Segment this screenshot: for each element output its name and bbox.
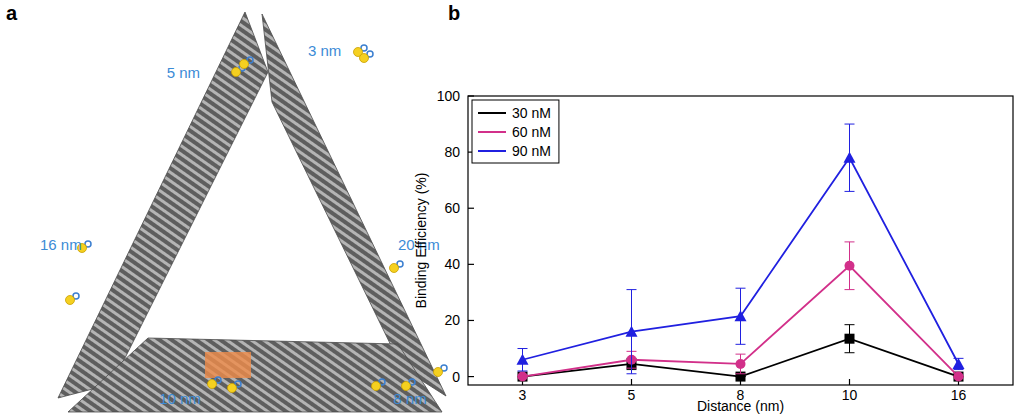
error-bar — [845, 242, 855, 290]
y-axis-title: Binding Efficiency (%) — [413, 173, 429, 309]
binding-site — [205, 352, 251, 378]
data-point — [735, 310, 747, 321]
legend-box — [472, 100, 559, 163]
series-line — [523, 266, 959, 377]
y-tick-label: 80 — [444, 144, 460, 160]
origami-band — [68, 338, 442, 412]
legend-label: 90 nM — [512, 143, 551, 159]
error-bar — [518, 349, 528, 371]
gold-particle — [372, 382, 381, 391]
y-tick — [468, 95, 474, 96]
error-cap — [736, 344, 746, 345]
error-cap — [518, 348, 528, 349]
error-bar — [845, 124, 855, 191]
legend-swatch — [478, 112, 506, 114]
x-axis-title: Distance (nm) — [697, 398, 784, 414]
y-tick-label: 40 — [444, 256, 460, 272]
error-bar — [736, 354, 746, 374]
error-cap — [736, 354, 746, 355]
data-point — [736, 359, 746, 369]
data-point — [518, 372, 528, 382]
gold-particle — [390, 264, 399, 273]
gold-particle — [240, 60, 249, 69]
error-cap — [736, 288, 746, 289]
plot-area — [517, 124, 965, 382]
error-cap — [627, 289, 637, 290]
legend-label: 30 nM — [512, 105, 551, 121]
y-tick — [468, 376, 474, 377]
error-cap — [518, 370, 528, 371]
y-tick-label: 60 — [444, 200, 460, 216]
x-tick-label: 16 — [951, 387, 967, 403]
y-tick — [468, 264, 474, 265]
y-tick-label: 100 — [437, 88, 461, 104]
distance-label: 10 nm — [159, 390, 201, 407]
gold-particle — [66, 296, 75, 305]
gold-particle — [228, 384, 237, 393]
error-bar — [845, 325, 855, 353]
y-tick-label: 20 — [444, 312, 460, 328]
gold-particle — [434, 368, 443, 377]
data-point — [845, 334, 855, 344]
y-tick — [468, 320, 474, 321]
series-line — [523, 158, 959, 364]
error-cap — [954, 369, 964, 370]
error-cap — [845, 352, 855, 353]
error-cap — [736, 373, 746, 374]
error-cap — [627, 373, 637, 374]
error-cap — [845, 241, 855, 242]
data-point — [517, 354, 529, 365]
legend-label: 60 nM — [512, 124, 551, 140]
data-point — [845, 261, 855, 271]
gold-particle — [232, 68, 241, 77]
error-cap — [845, 124, 855, 125]
error-bar — [954, 358, 964, 369]
distance-label: 3 nm — [308, 42, 341, 59]
legend: 30 nM 60 nM 90 nM — [478, 105, 551, 159]
origami-triangle: 5 nm3 nm16 nm20 nm10 nm8 nm — [40, 12, 447, 412]
gold-particle — [208, 380, 217, 389]
origami-band — [262, 14, 446, 396]
data-point — [518, 372, 528, 382]
y-tick — [468, 208, 474, 209]
distance-label: 8 nm — [393, 390, 426, 407]
panel-letter: a — [6, 2, 18, 24]
distance-label: 5 nm — [167, 64, 200, 81]
x-tick-label: 3 — [519, 387, 527, 403]
x-tick — [631, 379, 632, 385]
series-line — [523, 339, 959, 377]
data-point — [954, 372, 964, 382]
legend-swatch — [478, 150, 506, 152]
error-cap — [845, 191, 855, 192]
data-point — [626, 326, 638, 337]
error-bar — [627, 290, 637, 374]
legend-swatch — [478, 131, 506, 133]
x-tick-label: 10 — [842, 387, 858, 403]
error-cap — [845, 289, 855, 290]
distance-label: 16 nm — [40, 236, 82, 253]
x-tick-label: 5 — [628, 387, 636, 403]
gold-particle — [360, 54, 369, 63]
data-point — [844, 152, 856, 163]
plot-frame — [468, 96, 1013, 385]
error-cap — [845, 324, 855, 325]
error-bar — [736, 288, 746, 344]
data-point — [954, 372, 964, 382]
data-point — [953, 358, 965, 369]
panel-letter: b — [448, 2, 460, 24]
y-tick-label: 0 — [452, 369, 460, 385]
figure: a5 nm3 nm16 nm20 nm10 nm8 nmb02040608010… — [0, 0, 1025, 416]
x-tick — [849, 379, 850, 385]
